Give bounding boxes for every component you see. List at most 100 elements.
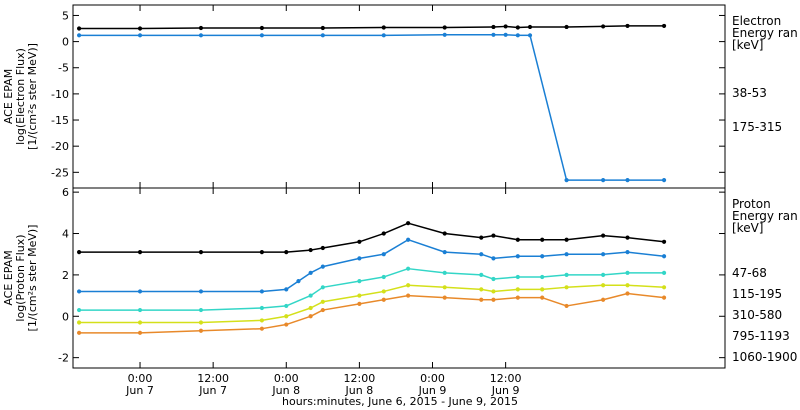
series-line-segment (602, 292, 628, 301)
series-line-segment (444, 251, 482, 255)
series-115-195 (76, 237, 667, 294)
series-175-315 (76, 32, 667, 183)
series-line-segment (493, 288, 518, 293)
series-line-segment (383, 239, 409, 255)
series-1060-1900 (76, 291, 667, 335)
x-tick-day: Jun 7 (125, 384, 154, 397)
series-795-1193 (76, 283, 667, 325)
series-line-segment (603, 272, 628, 276)
series-310-580 (76, 266, 667, 313)
series-line-segment (322, 294, 360, 303)
series-line-segment (481, 253, 494, 260)
series-line-segment (310, 286, 324, 297)
electron-y-axis-label-line: log(Electron Flux) (14, 48, 27, 145)
series-line-segment (444, 232, 482, 239)
electron-y-tick-label: -15 (51, 114, 69, 127)
series-line-segment (200, 319, 262, 324)
proton-legend-title: Energy ran (732, 209, 798, 223)
proton-legend-entry: 310-580 (732, 308, 782, 322)
series-line-segment (359, 290, 384, 297)
data-point (661, 285, 667, 290)
proton-legend-entry: 47-68 (732, 266, 767, 280)
series-line-segment (383, 34, 445, 37)
series-line-segment (603, 234, 628, 239)
series-line-segment (322, 26, 384, 29)
series-line-segment (383, 222, 409, 235)
series-line-segment (444, 296, 482, 301)
electron-legend-entry: 38-53 (732, 86, 767, 100)
series-47-68 (76, 221, 667, 255)
electron-legend-title: [keV] (732, 38, 763, 52)
series-line-segment (383, 284, 409, 293)
data-point (661, 239, 667, 244)
x-tick-time: 12:00 (197, 372, 229, 385)
series-line-segment (359, 276, 384, 282)
series-line-segment (529, 35, 568, 181)
series-line-segment (541, 296, 567, 307)
series-line-segment (408, 294, 445, 299)
series-line-segment (542, 286, 567, 291)
series-line-segment (261, 315, 287, 322)
x-tick-time: 0:00 (420, 372, 445, 385)
electron-y-tick-label: 0 (62, 36, 69, 49)
series-line-segment (200, 307, 262, 311)
series-line-segment (566, 234, 604, 241)
series-line-segment (566, 298, 604, 307)
series-line-segment (322, 280, 360, 289)
proton-y-tick-label: 0 (62, 310, 69, 323)
electron-y-axis-label-line: [1/(cm²s ster MeV)] (26, 43, 39, 150)
series-line-segment (493, 296, 518, 301)
series-line-segment (261, 305, 287, 309)
series-line-segment (298, 272, 312, 282)
electron-y-tick-label: -5 (58, 62, 69, 75)
series-line-segment (359, 298, 384, 305)
series-line-segment (493, 234, 518, 241)
proton-legend-entry: 115-195 (732, 287, 782, 301)
data-point (661, 295, 667, 300)
series-line-segment (322, 257, 360, 268)
series-line-segment (286, 315, 311, 326)
series-line-segment (261, 323, 287, 330)
electron-y-tick-label: -25 (51, 166, 69, 179)
series-line-segment (285, 294, 311, 307)
series-line-segment (627, 284, 665, 289)
series-line-segment (566, 284, 604, 289)
proton-y-axis-label: ACE EPAMlog(Proton Flux)[1/(cm²s ster Me… (2, 225, 39, 332)
electron-y-tick-label: -10 (51, 88, 69, 101)
data-point (661, 270, 667, 275)
series-line-segment (322, 241, 360, 249)
series-line-segment (493, 276, 518, 280)
series-line-segment (408, 267, 445, 274)
series-line-segment (444, 286, 482, 291)
x-tick-day: Jun 9 (418, 384, 447, 397)
series-line-segment (310, 265, 324, 274)
series-line-segment (627, 236, 665, 243)
series-line-segment (408, 284, 445, 289)
series-line-segment (407, 239, 445, 253)
x-tick-day: Jun 8 (271, 384, 300, 397)
series-line-segment (444, 272, 482, 276)
series-line-segment (359, 253, 384, 260)
series-line-segment (200, 327, 262, 332)
series-line-segment (566, 25, 604, 28)
series-line-segment (603, 25, 628, 28)
data-point (661, 178, 667, 183)
x-tick-time: 0:00 (128, 372, 153, 385)
x-tick-day: Jun 9 (491, 384, 520, 397)
series-38-53 (76, 23, 667, 31)
series-line-segment (310, 301, 324, 309)
x-axis-label: hours:minutes, June 6, 2015 - June 9, 20… (282, 395, 518, 408)
series-line-segment (286, 249, 311, 253)
x-tick-time: 12:00 (344, 372, 376, 385)
electron-y-axis-label-line: ACE EPAM (2, 69, 15, 124)
series-line-segment (407, 222, 445, 235)
x-tick-time: 12:00 (490, 372, 522, 385)
electron-panel: 5 0 -5 -10 -15 -20 -25 ACE EPAMlog(Electron Flu… (2, 4, 798, 189)
proton-y-axis-label-line: log(Proton Flux) (14, 234, 27, 321)
series-line-segment (285, 280, 299, 290)
proton-y-tick-label: -2 (58, 352, 69, 365)
series-line-segment (542, 274, 567, 278)
series-line-segment (444, 26, 494, 29)
